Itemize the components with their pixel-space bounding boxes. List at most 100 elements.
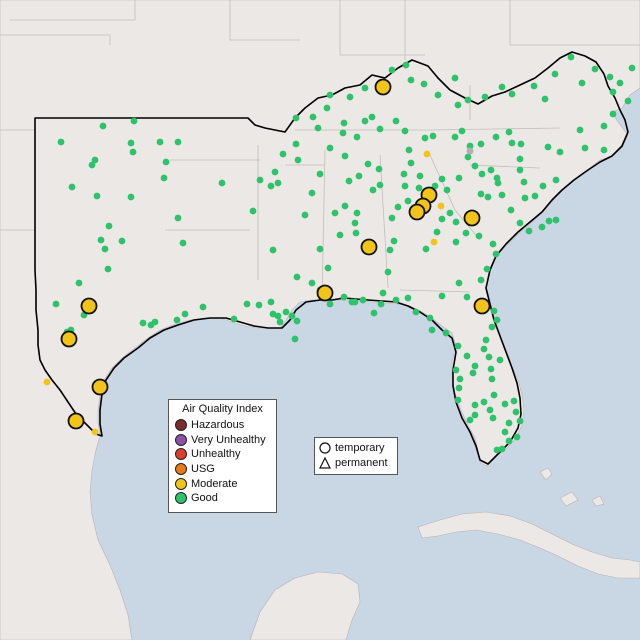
monitor-good[interactable] — [483, 265, 491, 273]
monitor-good[interactable] — [301, 211, 309, 219]
monitor-good[interactable] — [431, 182, 439, 190]
monitor-good[interactable] — [606, 73, 614, 81]
monitor-good[interactable] — [256, 176, 264, 184]
monitor-moderate[interactable] — [43, 378, 51, 386]
monitor-good[interactable] — [505, 437, 513, 445]
monitor-good[interactable] — [348, 298, 356, 306]
monitor-good[interactable] — [478, 170, 486, 178]
monitor-good[interactable] — [129, 148, 137, 156]
monitor-good[interactable] — [127, 193, 135, 201]
monitor-good[interactable] — [489, 240, 497, 248]
monitor-good[interactable] — [438, 175, 446, 183]
monitor-good[interactable] — [475, 232, 483, 240]
monitor-good[interactable] — [401, 182, 409, 190]
monitor-good[interactable] — [377, 300, 385, 308]
monitor-good[interactable] — [487, 365, 495, 373]
monitor-good[interactable] — [173, 316, 181, 324]
monitor-unknown[interactable] — [466, 147, 474, 155]
monitor-good[interactable] — [446, 209, 454, 217]
monitor-good[interactable] — [353, 133, 361, 141]
monitor-good[interactable] — [520, 178, 528, 186]
monitor-good[interactable] — [510, 397, 518, 405]
monitor-good[interactable] — [493, 316, 501, 324]
monitor-good[interactable] — [591, 65, 599, 73]
monitor-good[interactable] — [218, 179, 226, 187]
monitor-good[interactable] — [243, 300, 251, 308]
monitor-good[interactable] — [267, 182, 275, 190]
monitor-good[interactable] — [516, 155, 524, 163]
monitor-moderate[interactable] — [430, 238, 438, 246]
monitor-good[interactable] — [463, 293, 471, 301]
monitor-good[interactable] — [471, 411, 479, 419]
monitor-good[interactable] — [407, 159, 415, 167]
monitor-good[interactable] — [267, 298, 275, 306]
monitor-good[interactable] — [429, 132, 437, 140]
monitor-good[interactable] — [541, 95, 549, 103]
monitor-good[interactable] — [386, 246, 394, 254]
monitor-good[interactable] — [392, 117, 400, 125]
monitor-good[interactable] — [271, 168, 279, 176]
monitor-good[interactable] — [401, 127, 409, 135]
monitor-good[interactable] — [530, 82, 538, 90]
monitor-good[interactable] — [282, 308, 290, 316]
monitor-good[interactable] — [174, 214, 182, 222]
monitor-good[interactable] — [293, 273, 301, 281]
monitor-good[interactable] — [508, 90, 516, 98]
monitor-good[interactable] — [488, 323, 496, 331]
monitor-good[interactable] — [493, 446, 501, 454]
monitor-good[interactable] — [291, 335, 299, 343]
monitor-good[interactable] — [433, 228, 441, 236]
monitor-good[interactable] — [486, 406, 494, 414]
monitor-good[interactable] — [361, 84, 369, 92]
monitor-good[interactable] — [471, 362, 479, 370]
monitor-good[interactable] — [341, 202, 349, 210]
monitor-good[interactable] — [336, 231, 344, 239]
monitor-good[interactable] — [513, 433, 521, 441]
monitor-good[interactable] — [464, 153, 472, 161]
monitor-good[interactable] — [309, 113, 317, 121]
monitor-good[interactable] — [545, 217, 553, 225]
monitor-good[interactable] — [390, 237, 398, 245]
monitor-moderate-temporary[interactable] — [91, 378, 109, 396]
monitor-good[interactable] — [477, 140, 485, 148]
monitor-good[interactable] — [375, 165, 383, 173]
monitor-good[interactable] — [376, 125, 384, 133]
monitor-good[interactable] — [426, 314, 434, 322]
monitor-good[interactable] — [179, 239, 187, 247]
monitor-good[interactable] — [581, 144, 589, 152]
monitor-good[interactable] — [488, 375, 496, 383]
monitor-good[interactable] — [269, 310, 277, 318]
monitor-good[interactable] — [505, 128, 513, 136]
monitor-good[interactable] — [314, 124, 322, 132]
monitor-good[interactable] — [494, 179, 502, 187]
monitor-good[interactable] — [368, 113, 376, 121]
monitor-good[interactable] — [341, 152, 349, 160]
monitor-moderate[interactable] — [423, 150, 431, 158]
monitor-good[interactable] — [326, 91, 334, 99]
monitor-good[interactable] — [443, 186, 451, 194]
monitor-good[interactable] — [454, 342, 462, 350]
monitor-good[interactable] — [454, 396, 462, 404]
monitor-good[interactable] — [469, 369, 477, 377]
monitor-good[interactable] — [279, 150, 287, 158]
monitor-good[interactable] — [376, 181, 384, 189]
monitor-good[interactable] — [490, 391, 498, 399]
monitor-good[interactable] — [464, 96, 472, 104]
monitor-good[interactable] — [93, 192, 101, 200]
monitor-good[interactable] — [501, 428, 509, 436]
monitor-good[interactable] — [379, 289, 387, 297]
monitor-good[interactable] — [616, 79, 624, 87]
monitor-good[interactable] — [421, 134, 429, 142]
monitor-good[interactable] — [624, 97, 632, 105]
monitor-good[interactable] — [521, 194, 529, 202]
monitor-good[interactable] — [505, 419, 513, 427]
monitor-good[interactable] — [402, 61, 410, 69]
monitor-good[interactable] — [361, 117, 369, 125]
monitor-good[interactable] — [496, 356, 504, 364]
monitor-good[interactable] — [481, 93, 489, 101]
monitor-good[interactable] — [485, 353, 493, 361]
monitor-good[interactable] — [97, 236, 105, 244]
monitor-good[interactable] — [346, 93, 354, 101]
monitor-good[interactable] — [451, 74, 459, 82]
